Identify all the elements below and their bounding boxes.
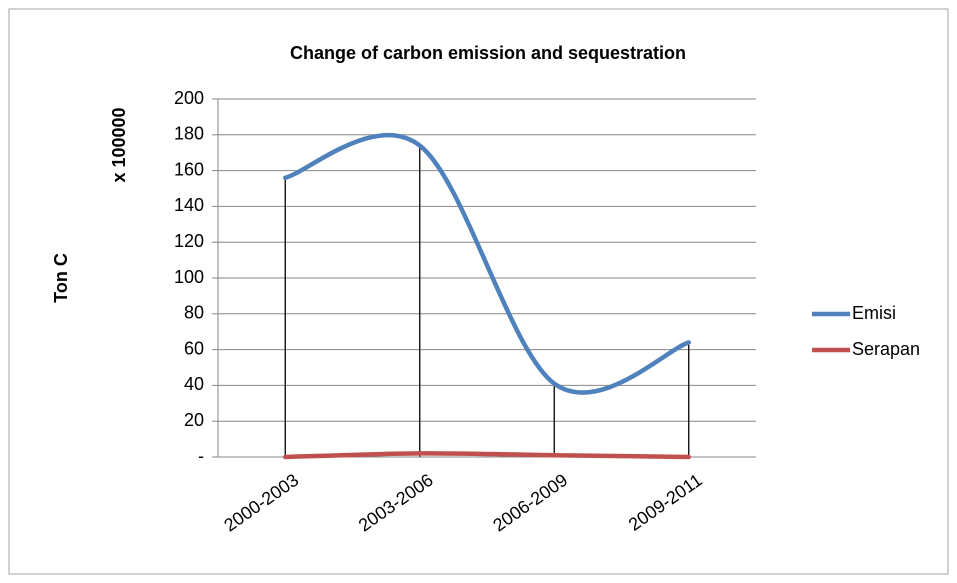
y-tick-label: 140 [174,195,204,215]
line-series [283,132,691,395]
y-tick-label: 100 [174,267,204,287]
y-axis-unit: x 100000 [109,107,129,182]
y-tick-label: 80 [184,303,204,323]
legend-label: Serapan [852,339,920,359]
chart-frame [8,8,949,575]
chart-title: Change of carbon emission and sequestrat… [290,43,686,63]
y-tick-label: 60 [184,338,204,358]
y-axis-label: Ton C [51,253,71,303]
y-tick-label: - [198,446,204,466]
y-tick-label: 200 [174,88,204,108]
y-tick-label: 120 [174,231,204,251]
y-tick-label: 40 [184,374,204,394]
y-tick-label: 20 [184,410,204,430]
legend-label: Emisi [852,303,896,323]
y-tick-label: 180 [174,124,204,144]
line-series [283,451,691,460]
y-tick-label: 160 [174,159,204,179]
